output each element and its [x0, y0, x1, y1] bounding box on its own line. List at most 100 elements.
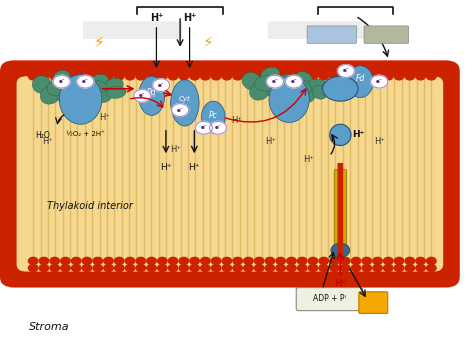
- Circle shape: [308, 264, 318, 272]
- Circle shape: [287, 73, 296, 80]
- Circle shape: [190, 64, 200, 71]
- Circle shape: [82, 257, 92, 264]
- FancyBboxPatch shape: [359, 292, 388, 313]
- Circle shape: [190, 264, 200, 272]
- Circle shape: [255, 73, 264, 80]
- Ellipse shape: [275, 81, 302, 98]
- Circle shape: [222, 264, 232, 272]
- Circle shape: [383, 257, 393, 264]
- Ellipse shape: [280, 80, 294, 91]
- Circle shape: [362, 73, 372, 80]
- Text: H⁺: H⁺: [160, 163, 172, 172]
- Circle shape: [50, 73, 59, 80]
- Circle shape: [362, 257, 372, 264]
- Text: e⁻: e⁻: [82, 79, 89, 84]
- Circle shape: [82, 264, 92, 272]
- Ellipse shape: [269, 76, 309, 122]
- Circle shape: [93, 73, 102, 80]
- Circle shape: [53, 75, 70, 88]
- Circle shape: [104, 73, 113, 80]
- Ellipse shape: [69, 84, 94, 102]
- Circle shape: [157, 64, 167, 71]
- Text: H⁺: H⁺: [303, 155, 313, 164]
- Circle shape: [201, 64, 210, 71]
- Ellipse shape: [294, 72, 313, 88]
- Ellipse shape: [59, 75, 102, 124]
- Circle shape: [308, 73, 318, 80]
- Ellipse shape: [291, 79, 311, 95]
- Text: e⁻: e⁻: [177, 108, 183, 113]
- Circle shape: [179, 264, 189, 272]
- Circle shape: [427, 264, 436, 272]
- Circle shape: [244, 257, 253, 264]
- Circle shape: [405, 257, 415, 264]
- Text: e⁻: e⁻: [215, 125, 221, 130]
- Circle shape: [276, 73, 285, 80]
- Circle shape: [340, 264, 350, 272]
- Circle shape: [125, 264, 135, 272]
- Text: Pc: Pc: [209, 111, 218, 120]
- Text: e⁻: e⁻: [376, 79, 383, 84]
- Circle shape: [244, 64, 253, 71]
- Circle shape: [168, 64, 178, 71]
- Circle shape: [147, 264, 156, 272]
- Circle shape: [61, 264, 70, 272]
- Circle shape: [136, 73, 146, 80]
- Circle shape: [136, 257, 146, 264]
- Circle shape: [50, 257, 59, 264]
- Circle shape: [72, 73, 81, 80]
- Circle shape: [383, 264, 393, 272]
- Circle shape: [147, 73, 156, 80]
- Circle shape: [340, 64, 350, 71]
- Circle shape: [298, 264, 307, 272]
- Circle shape: [210, 121, 227, 134]
- FancyBboxPatch shape: [17, 76, 443, 272]
- Circle shape: [351, 257, 361, 264]
- Text: H⁺: H⁺: [352, 130, 364, 140]
- Ellipse shape: [312, 86, 328, 99]
- Circle shape: [373, 64, 382, 71]
- Circle shape: [115, 64, 124, 71]
- Circle shape: [147, 64, 156, 71]
- Text: e⁻: e⁻: [291, 79, 297, 84]
- Circle shape: [285, 75, 302, 88]
- Text: Stroma: Stroma: [28, 322, 69, 332]
- Circle shape: [179, 73, 189, 80]
- Text: e⁻: e⁻: [139, 93, 146, 98]
- Circle shape: [265, 264, 274, 272]
- Circle shape: [104, 257, 113, 264]
- Circle shape: [373, 73, 382, 80]
- FancyBboxPatch shape: [337, 163, 343, 256]
- Circle shape: [416, 73, 425, 80]
- Circle shape: [211, 73, 221, 80]
- Ellipse shape: [347, 66, 374, 98]
- Circle shape: [233, 64, 242, 71]
- Circle shape: [330, 264, 339, 272]
- Circle shape: [405, 64, 415, 71]
- Text: e⁻: e⁻: [272, 79, 278, 84]
- Circle shape: [195, 121, 212, 134]
- Circle shape: [351, 64, 361, 71]
- Circle shape: [330, 73, 339, 80]
- Text: H⁺: H⁺: [232, 116, 242, 125]
- Circle shape: [319, 257, 328, 264]
- Circle shape: [308, 64, 318, 71]
- Circle shape: [104, 264, 113, 272]
- Circle shape: [351, 264, 361, 272]
- Circle shape: [222, 257, 232, 264]
- Ellipse shape: [329, 124, 351, 146]
- Circle shape: [319, 264, 328, 272]
- Circle shape: [115, 264, 124, 272]
- Ellipse shape: [104, 78, 123, 94]
- Ellipse shape: [106, 86, 126, 98]
- Circle shape: [125, 64, 135, 71]
- Circle shape: [298, 73, 307, 80]
- Circle shape: [201, 73, 210, 80]
- Circle shape: [265, 64, 274, 71]
- Ellipse shape: [322, 76, 358, 101]
- Text: Cyt: Cyt: [179, 96, 191, 103]
- Circle shape: [50, 64, 59, 71]
- Text: H⁺: H⁺: [189, 163, 200, 172]
- Ellipse shape: [71, 77, 95, 93]
- Circle shape: [394, 64, 404, 71]
